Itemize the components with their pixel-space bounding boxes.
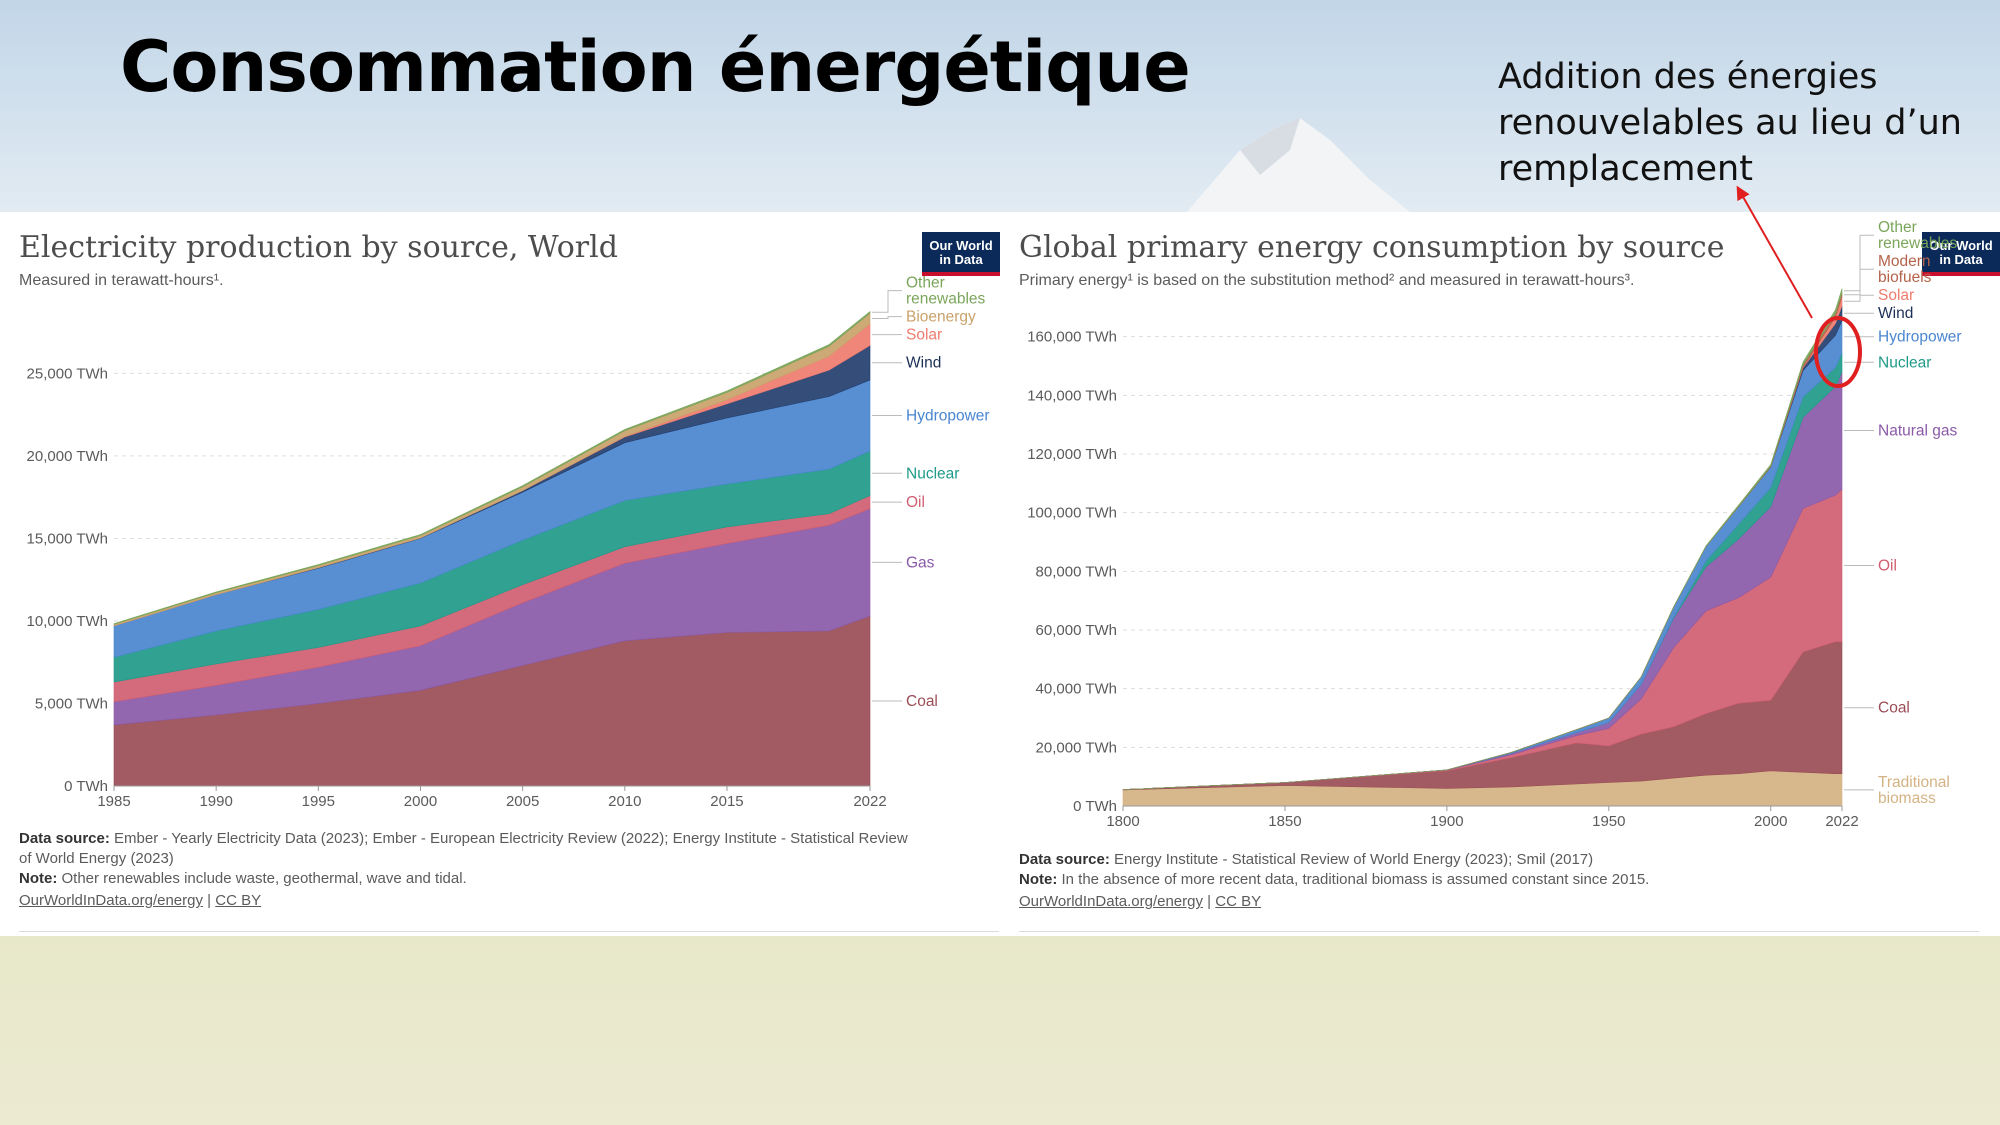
legend-leader bbox=[872, 316, 902, 319]
chart-title: Global primary energy consumption by sou… bbox=[1019, 230, 1725, 265]
x-tick-label: 1995 bbox=[302, 793, 335, 810]
x-tick-label: 1985 bbox=[97, 793, 130, 810]
y-tick-label: 80,000 TWh bbox=[1036, 563, 1117, 580]
x-tick-label: 1900 bbox=[1430, 813, 1463, 830]
chart-panel-primary-energy: Global primary energy consumption by sou… bbox=[1000, 212, 2000, 936]
footer-sep: | bbox=[1207, 893, 1212, 910]
y-tick-label: 0 TWh bbox=[1073, 798, 1117, 815]
y-tick-label: 160,000 TWh bbox=[1027, 329, 1117, 346]
y-tick-label: 20,000 TWh bbox=[27, 448, 108, 465]
chart-panel-electricity: Electricity production by source, World … bbox=[0, 212, 1018, 936]
slide-title: Consommation énergétique bbox=[120, 26, 1191, 108]
chart-footer: Data source: Energy Institute - Statisti… bbox=[1019, 850, 1979, 912]
license-link[interactable]: CC BY bbox=[1215, 893, 1262, 910]
x-tick-label: 2022 bbox=[853, 793, 886, 810]
owid-logo-line2: in Data bbox=[1939, 252, 1983, 267]
y-tick-label: 0 TWh bbox=[64, 778, 108, 795]
chart-footer: Data source: Ember - Yearly Electricity … bbox=[19, 829, 999, 911]
x-tick-label: 1850 bbox=[1268, 813, 1301, 830]
legend-gas[interactable]: Gas bbox=[906, 554, 935, 571]
x-tick-label: 1950 bbox=[1592, 813, 1625, 830]
legend-solar[interactable]: Solar bbox=[1878, 287, 1914, 304]
source-text: Energy Institute - Statistical Review of… bbox=[1114, 851, 1594, 868]
footer-divider bbox=[1019, 931, 1979, 932]
legend-modern-biofuels[interactable]: Modern biofuels bbox=[1878, 253, 1932, 286]
primary-energy-area-chart: 0 TWh 20,000 TWh 40,000 TWh 60,000 TWh 80,00… bbox=[1027, 219, 1962, 830]
legend-hydropower[interactable]: Hydropower bbox=[1878, 329, 1962, 346]
legend-wind[interactable]: Wind bbox=[906, 355, 941, 372]
y-tick-label: 120,000 TWh bbox=[1027, 446, 1117, 463]
x-tick-label: 1990 bbox=[199, 793, 232, 810]
x-tick-label: 2000 bbox=[1754, 813, 1787, 830]
legend-solar[interactable]: Solar bbox=[906, 327, 942, 344]
source-text: Ember - Yearly Electricity Data (2023); … bbox=[114, 830, 908, 847]
note-text: In the absence of more recent data, trad… bbox=[1061, 871, 1650, 888]
note-label: Note: bbox=[1019, 871, 1058, 888]
y-tick-label: 15,000 TWh bbox=[27, 530, 108, 547]
legend-coal[interactable]: Coal bbox=[906, 693, 938, 710]
footer-divider bbox=[19, 931, 999, 932]
chart-subtitle: Measured in terawatt-hours¹. bbox=[19, 272, 224, 289]
x-tick-label: 2000 bbox=[404, 793, 437, 810]
y-tick-label: 10,000 TWh bbox=[27, 613, 108, 630]
legend-wind[interactable]: Wind bbox=[1878, 305, 1913, 322]
legend-natural-gas[interactable]: Natural gas bbox=[1878, 423, 1958, 440]
electricity-area-chart: 0 TWh 5,000 TWh 10,000 TWh 15,000 TWh 20,000… bbox=[27, 275, 990, 810]
y-tick-label: 40,000 TWh bbox=[1036, 681, 1117, 698]
x-tick-label: 2010 bbox=[608, 793, 641, 810]
chart-title: Electricity production by source, World bbox=[19, 230, 618, 265]
y-tick-label: 25,000 TWh bbox=[27, 365, 108, 382]
footer-sep: | bbox=[207, 892, 212, 909]
owid-logo-line1: Our World bbox=[1929, 238, 1993, 253]
legend-traditional-biomass[interactable]: Traditional biomass bbox=[1878, 774, 1950, 807]
owid-logo[interactable]: Our World in Data bbox=[1922, 232, 2000, 276]
y-tick-label: 20,000 TWh bbox=[1036, 739, 1117, 756]
owid-logo-line1: Our World bbox=[929, 238, 993, 253]
x-tick-label: 2005 bbox=[506, 793, 539, 810]
y-tick-label: 5,000 TWh bbox=[35, 695, 108, 712]
area-other-renewables[interactable] bbox=[1122, 288, 1843, 790]
legend-hydropower[interactable]: Hydropower bbox=[906, 407, 990, 424]
y-tick-label: 60,000 TWh bbox=[1036, 622, 1117, 639]
legend-nuclear[interactable]: Nuclear bbox=[906, 465, 959, 482]
owid-link[interactable]: OurWorldInData.org/energy bbox=[1019, 893, 1203, 910]
owid-link[interactable]: OurWorldInData.org/energy bbox=[19, 892, 203, 909]
source-text-cont: of World Energy (2023) bbox=[19, 850, 174, 867]
x-tick-label: 1800 bbox=[1106, 813, 1139, 830]
legend-bioenergy[interactable]: Bioenergy bbox=[906, 309, 976, 326]
area-other-renewables[interactable] bbox=[113, 310, 871, 625]
x-tick-label: 2022 bbox=[1825, 813, 1858, 830]
annotation-text: Addition des énergies renouvelables au l… bbox=[1498, 57, 1962, 189]
source-label: Data source: bbox=[19, 830, 110, 847]
legend-leader bbox=[872, 290, 902, 313]
legend-other-renewables[interactable]: Other renewables bbox=[906, 275, 986, 308]
source-label: Data source: bbox=[1019, 851, 1110, 868]
legend-oil[interactable]: Oil bbox=[906, 494, 925, 511]
y-tick-label: 140,000 TWh bbox=[1027, 387, 1117, 404]
chart-subtitle: Primary energy¹ is based on the substitu… bbox=[1019, 272, 1635, 289]
legend-coal[interactable]: Coal bbox=[1878, 700, 1910, 717]
y-tick-label: 100,000 TWh bbox=[1027, 505, 1117, 522]
note-label: Note: bbox=[19, 870, 58, 887]
owid-logo-line2: in Data bbox=[939, 252, 983, 267]
legend-other-renewables[interactable]: Other renewables bbox=[1878, 219, 1958, 252]
legend-leader bbox=[1844, 294, 1874, 302]
legend-nuclear[interactable]: Nuclear bbox=[1878, 354, 1931, 371]
license-link[interactable]: CC BY bbox=[215, 892, 262, 909]
legend-oil[interactable]: Oil bbox=[1878, 557, 1897, 574]
owid-logo[interactable]: Our World in Data bbox=[922, 232, 1000, 276]
legend-leader bbox=[1844, 234, 1874, 292]
note-text: Other renewables include waste, geotherm… bbox=[61, 870, 467, 887]
x-tick-label: 2015 bbox=[710, 793, 743, 810]
